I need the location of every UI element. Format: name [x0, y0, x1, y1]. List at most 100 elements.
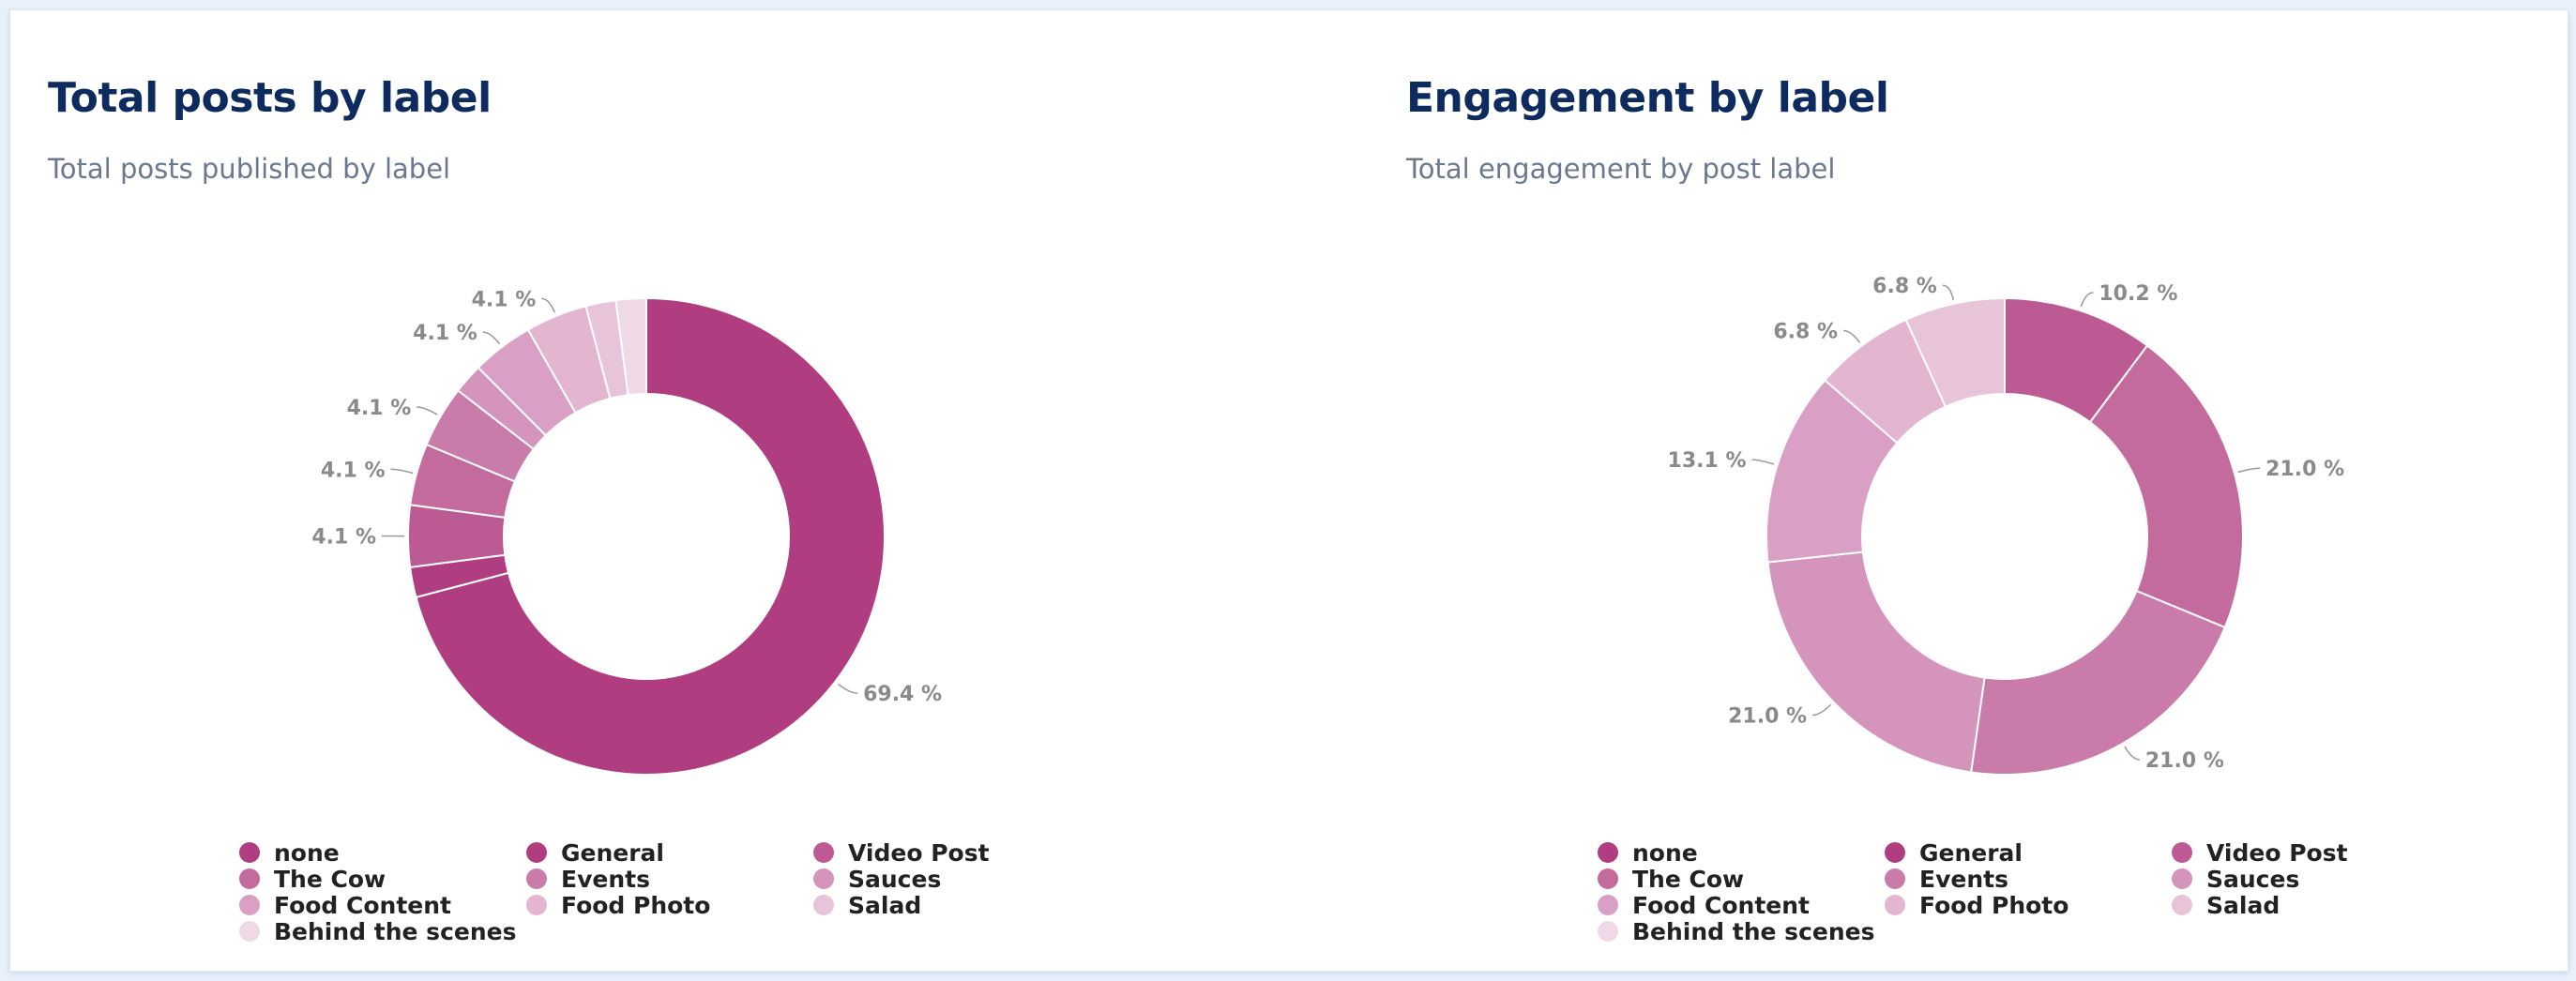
legend-marker: [239, 921, 260, 942]
legend-marker: [1885, 842, 1905, 863]
legend-item-food-photo[interactable]: Food Photo: [1885, 892, 2068, 919]
data-label-connector: [837, 683, 858, 694]
data-label-food-content: 13.1 %: [1668, 449, 1747, 473]
engagement-by-label-panel: Engagement by label Total engagement by …: [1369, 10, 2569, 973]
legend-marker: [1598, 895, 1618, 915]
legend-item-food-content[interactable]: Food Content: [239, 892, 451, 919]
legend-marker: [813, 842, 834, 863]
donut-slices: [1765, 296, 2244, 776]
legend-label: Sauces: [2206, 866, 2299, 893]
donut-slices: [407, 296, 886, 776]
legend-label: Salad: [2206, 892, 2280, 919]
data-label-connector: [1751, 459, 1775, 465]
legend-marker: [526, 895, 547, 915]
panel-subtitle: Total posts published by label: [48, 153, 451, 185]
legend-label: Sauces: [848, 866, 941, 893]
legend-item-events[interactable]: Events: [526, 866, 650, 893]
legend-item-food-photo[interactable]: Food Photo: [526, 892, 710, 919]
legend-label: Events: [1919, 866, 2008, 893]
data-label-video-post: 4.1 %: [311, 526, 376, 550]
data-label-events: 21.0 %: [2145, 749, 2224, 773]
data-label-connector: [1812, 703, 1832, 717]
legend-marker: [2172, 895, 2192, 915]
data-label-video-post: 10.2 %: [2099, 282, 2177, 306]
legend-marker: [526, 868, 547, 889]
slice-none[interactable]: [415, 296, 886, 776]
legend-item-behind-the-scenes[interactable]: Behind the scenes: [1598, 918, 1874, 945]
panel-title: Total posts by label: [48, 74, 492, 122]
legend-marker: [1885, 868, 1905, 889]
legend-label: Video Post: [848, 839, 990, 867]
chart-legend: none General Video Post The Cow Events Sauces…: [239, 839, 990, 945]
legend-item-video-post[interactable]: Video Post: [813, 839, 990, 867]
legend-label: Behind the scenes: [274, 918, 516, 945]
legend-item-the-cow[interactable]: The Cow: [239, 866, 386, 893]
data-label-connector: [2237, 467, 2261, 474]
legend-marker: [2172, 842, 2192, 863]
slice-events[interactable]: [1970, 589, 2227, 776]
data-label-connector: [482, 331, 501, 345]
legend-marker: [239, 842, 260, 863]
legend-marker: [239, 868, 260, 889]
legend-marker: [526, 842, 547, 863]
data-label-the-cow: 21.0 %: [2265, 458, 2344, 481]
legend-item-video-post[interactable]: Video Post: [2172, 839, 2348, 867]
legend-item-events[interactable]: Events: [1885, 866, 2008, 893]
data-label-food-photo: 4.1 %: [472, 288, 537, 311]
data-label-the-cow: 4.1 %: [321, 459, 386, 482]
legend-item-food-content[interactable]: Food Content: [1598, 892, 1810, 919]
legend-label: Food Content: [1632, 892, 1810, 919]
legend-item-salad[interactable]: Salad: [2172, 892, 2280, 919]
donut-data-labels: 69.4 % 4.1 % 4.1 % 4.1 % 4.1 % 4.1 %: [311, 288, 942, 706]
legend-label: Events: [561, 866, 650, 893]
legend-marker: [1885, 895, 1905, 915]
data-label-connector: [541, 297, 556, 313]
legend-label: Video Post: [2206, 839, 2348, 867]
legend-label: none: [1632, 839, 1698, 867]
legend-marker: [813, 868, 834, 889]
slice-salad[interactable]: [1904, 296, 2006, 409]
dashboard-frame: Total posts by label Total posts publish…: [9, 9, 2568, 972]
data-label-connector: [417, 406, 438, 415]
slice-behind-the-scenes[interactable]: [614, 296, 647, 397]
legend-item-the-cow[interactable]: The Cow: [1598, 866, 1744, 893]
legend-item-sauces[interactable]: Sauces: [813, 866, 941, 893]
panel-title: Engagement by label: [1406, 74, 1889, 122]
legend-item-none[interactable]: none: [1598, 839, 1698, 867]
legend-label: The Cow: [1632, 866, 1744, 893]
data-label-events: 4.1 %: [347, 397, 412, 420]
data-label-food-content: 4.1 %: [413, 322, 477, 345]
legend-marker: [239, 895, 260, 915]
legend-label: General: [561, 839, 664, 867]
data-label-connector: [2080, 292, 2094, 308]
donut-data-labels: 10.2 % 21.0 % 21.0 % 21.0 % 13.1 % 6.8 % 6.8 %: [1668, 275, 2345, 773]
legend-item-general[interactable]: General: [1885, 839, 2023, 867]
legend-item-salad[interactable]: Salad: [813, 892, 921, 919]
legend-marker: [813, 895, 834, 915]
slice-sauces[interactable]: [1766, 551, 1986, 774]
data-label-salad: 6.8 %: [1872, 275, 1937, 298]
data-label-connector: [1842, 329, 1861, 343]
legend-item-sauces[interactable]: Sauces: [2172, 866, 2299, 893]
posts-donut-chart: 69.4 % 4.1 % 4.1 % 4.1 % 4.1 % 4.1 % none Gener…: [239, 288, 990, 945]
slice-the-cow[interactable]: [2088, 344, 2244, 629]
legend-label: The Cow: [274, 866, 386, 893]
data-label-sauces: 21.0 %: [1728, 705, 1807, 729]
legend-item-none[interactable]: none: [239, 839, 340, 867]
panel-subtitle: Total engagement by post label: [1406, 153, 1836, 185]
legend-marker: [1598, 921, 1618, 942]
posts-by-label-panel: Total posts by label Total posts publish…: [10, 10, 1290, 973]
engagement-donut-chart: 10.2 % 21.0 % 21.0 % 21.0 % 13.1 % 6.8 % 6.8 %…: [1598, 275, 2348, 945]
legend-label: General: [1919, 839, 2023, 867]
legend-item-general[interactable]: General: [526, 839, 664, 867]
legend-marker: [2172, 868, 2192, 889]
legend-label: Food Photo: [1919, 892, 2068, 919]
legend-label: none: [274, 839, 340, 867]
data-label-food-photo: 6.8 %: [1773, 320, 1838, 343]
legend-marker: [1598, 842, 1618, 863]
data-label-connector: [1942, 284, 1954, 301]
legend-label: Food Photo: [561, 892, 710, 919]
data-label-connector: [2124, 746, 2140, 761]
legend-item-behind-the-scenes[interactable]: Behind the scenes: [239, 918, 516, 945]
legend-label: Behind the scenes: [1632, 918, 1874, 945]
